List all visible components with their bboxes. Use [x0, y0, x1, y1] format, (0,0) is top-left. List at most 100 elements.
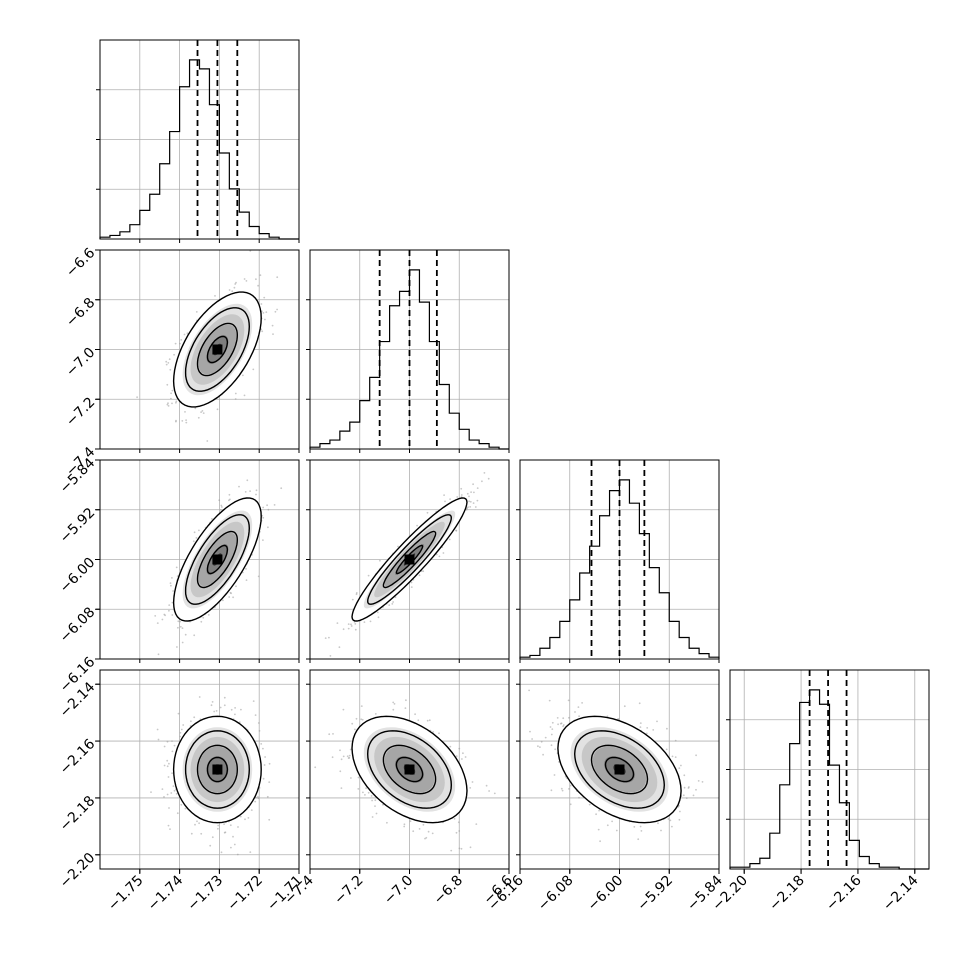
scatter-point [349, 748, 352, 751]
scatter-point [223, 696, 226, 699]
scatter-point [157, 653, 160, 656]
scatter-point [262, 777, 265, 780]
scatter-point [623, 705, 626, 708]
scatter-point [177, 712, 180, 715]
scatter-point [180, 728, 183, 731]
scatter-point [136, 396, 139, 399]
scatter-point [461, 758, 463, 760]
scatter-point [354, 728, 356, 731]
scatter-point [229, 824, 232, 827]
density-peak [404, 764, 415, 775]
panel-ticks [96, 683, 300, 873]
scatter-point [177, 626, 179, 629]
scatter-point [695, 754, 697, 757]
scatter-point [529, 730, 531, 733]
x-tick-label: −7.0 [381, 873, 416, 908]
contour-line [184, 514, 251, 605]
scatter-point [403, 825, 406, 828]
scatter-point [639, 825, 642, 828]
scatter-point [261, 330, 264, 333]
scatter-point [350, 623, 352, 626]
scatter-point [324, 637, 327, 639]
scatter-point [177, 620, 180, 623]
scatter-point [257, 797, 260, 800]
scatter-point [257, 575, 260, 578]
scatter-point [268, 762, 271, 765]
scatter-point [243, 278, 246, 280]
scatter-point [217, 827, 219, 830]
scatter-point [640, 830, 643, 832]
scatter-point [239, 815, 242, 818]
scatter-point [469, 506, 472, 508]
x-tick-label: −7.2 [331, 873, 366, 908]
scatter-point [357, 788, 360, 790]
scatter-point [476, 487, 479, 489]
scatter-point [615, 829, 618, 832]
scatter-point [172, 785, 175, 787]
scatter-point [262, 539, 264, 541]
scatter-point [354, 623, 357, 625]
panel-ticks [306, 459, 510, 663]
scatter-point [274, 310, 277, 313]
y-tick-label: −2.20 [57, 850, 99, 892]
scatter-point [453, 817, 456, 820]
scatter-point [340, 758, 343, 761]
scatter-point [280, 487, 283, 490]
scatter-point [245, 568, 247, 570]
y-tick-label: −6.08 [57, 604, 99, 646]
scatter-point [371, 799, 373, 802]
scatter-point [472, 483, 474, 486]
scatter-point [156, 728, 159, 731]
scatter-point [392, 601, 394, 603]
scatter-point [348, 754, 351, 757]
scatter-point [166, 765, 169, 768]
y-axis-3: −2.20−2.18−2.16−2.14 [57, 679, 100, 891]
scatter-point [375, 812, 378, 815]
scatter-point [460, 847, 463, 850]
panel-ticks [306, 683, 510, 873]
scatter-point [216, 408, 219, 411]
scatter-point [347, 623, 350, 625]
scatter-point [234, 398, 237, 400]
scatter-point [639, 726, 642, 728]
scatter-point [678, 818, 681, 821]
scatter-point [466, 492, 469, 495]
scatter-point [200, 832, 203, 835]
scatter-point [362, 791, 364, 794]
scatter-point [252, 700, 255, 702]
scatter-point [273, 504, 276, 506]
scatter-point [431, 832, 434, 835]
scatter-point [369, 620, 372, 623]
scatter-point [701, 781, 704, 783]
scatter-point [220, 504, 223, 507]
contour-line [351, 715, 468, 824]
joint-panel-0-3 [100, 670, 299, 869]
scatter-point [156, 622, 159, 624]
x-tick-label: −5.92 [634, 873, 676, 915]
scatter-point [198, 529, 200, 532]
joint-content [100, 460, 299, 659]
joint-panel-0-1 [100, 250, 299, 449]
scatter-point [262, 506, 265, 509]
contour-line [351, 497, 468, 622]
scatter-point [173, 744, 176, 747]
scatter-point [449, 745, 452, 748]
scatter-point [267, 526, 269, 529]
scatter-point [606, 715, 609, 718]
contour-line [366, 730, 453, 809]
x-axis-3: −2.20 −2.18 −2.16 −2.14 [709, 869, 922, 914]
scatter-point [179, 342, 181, 345]
scatter-point [181, 420, 184, 422]
x-tick-label: −1.73 [185, 873, 227, 915]
scatter-point [165, 363, 168, 366]
scatter-point [340, 787, 343, 789]
scatter-point [235, 585, 237, 588]
scatter-point [243, 394, 246, 397]
x-tick-label: −2.16 [823, 872, 865, 914]
scatter-point [175, 420, 177, 423]
scatter-point [544, 736, 547, 739]
scatter-point [550, 733, 553, 736]
scatter-point [163, 613, 166, 616]
scatter-point [656, 720, 658, 723]
scatter-point [471, 781, 474, 783]
